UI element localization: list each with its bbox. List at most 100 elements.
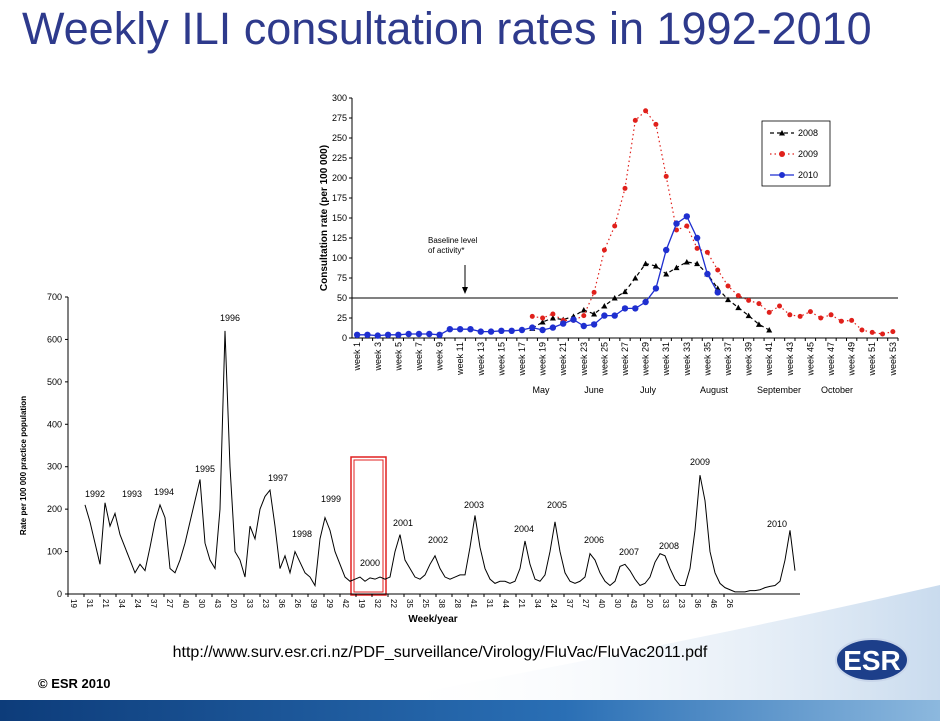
marker bbox=[653, 121, 659, 127]
marker bbox=[601, 247, 607, 253]
marker bbox=[559, 320, 567, 327]
y-tick-label: 50 bbox=[337, 293, 347, 303]
year-label: 1997 bbox=[268, 473, 288, 483]
marker bbox=[436, 331, 443, 338]
x-tick-label: 25 bbox=[421, 599, 430, 608]
marker bbox=[456, 326, 464, 333]
x-axis-label: Week/year bbox=[408, 614, 457, 625]
marker bbox=[364, 331, 371, 338]
marker bbox=[787, 312, 793, 318]
y-tick-label: 250 bbox=[332, 133, 347, 143]
y-tick-label: 300 bbox=[332, 93, 347, 103]
x-tick-label: 42 bbox=[341, 599, 350, 608]
marker bbox=[622, 185, 628, 191]
year-label: 1993 bbox=[122, 489, 142, 499]
x-tick-label: 20 bbox=[229, 599, 238, 608]
year-label: 2003 bbox=[464, 500, 484, 510]
marker bbox=[777, 303, 783, 309]
marker bbox=[384, 331, 392, 338]
x-tick-label: week 33 bbox=[682, 342, 692, 377]
x-tick-label: week 35 bbox=[702, 342, 712, 377]
x-tick-label: 29 bbox=[325, 599, 334, 608]
x-tick-label: week 5 bbox=[393, 342, 403, 372]
y-tick-label: 200 bbox=[47, 504, 62, 514]
y-tick-label: 700 bbox=[47, 292, 62, 302]
y-tick-label: 225 bbox=[332, 153, 347, 163]
y-tick-label: 75 bbox=[337, 273, 347, 283]
x-tick-label: 21 bbox=[517, 599, 526, 608]
marker bbox=[683, 213, 691, 220]
x-tick-label: 39 bbox=[309, 599, 318, 608]
y-tick-label: 100 bbox=[332, 253, 347, 263]
x-tick-label: 23 bbox=[677, 599, 686, 608]
baseline-label: Baseline level bbox=[428, 236, 478, 245]
x-tick-label: 44 bbox=[501, 599, 510, 608]
marker bbox=[643, 108, 649, 114]
marker bbox=[766, 309, 772, 315]
marker bbox=[674, 227, 680, 233]
month-label: October bbox=[821, 385, 853, 395]
y-tick-label: 500 bbox=[47, 377, 62, 387]
marker bbox=[663, 246, 670, 254]
marker bbox=[704, 249, 710, 255]
year-label: 2008 bbox=[659, 541, 679, 551]
marker bbox=[714, 289, 721, 296]
x-tick-label: week 41 bbox=[764, 342, 774, 377]
y-tick-label: 125 bbox=[332, 233, 347, 243]
marker bbox=[704, 270, 711, 278]
y-tick-label: 275 bbox=[332, 113, 347, 123]
marker bbox=[694, 260, 701, 267]
marker bbox=[745, 312, 752, 319]
marker bbox=[581, 313, 587, 319]
year-label: 2000 bbox=[360, 558, 380, 568]
x-tick-label: week 37 bbox=[723, 342, 733, 377]
copyright: © ESR 2010 bbox=[38, 676, 110, 691]
x-tick-label: week 11 bbox=[455, 342, 465, 376]
marker bbox=[477, 328, 484, 335]
year-label: 1998 bbox=[292, 529, 312, 539]
x-tick-label: week 47 bbox=[826, 342, 836, 377]
x-tick-label: week 9 bbox=[435, 342, 445, 372]
marker bbox=[426, 330, 433, 338]
highlight-box-inner bbox=[353, 459, 384, 593]
x-tick-label: week 7 bbox=[414, 342, 424, 372]
marker bbox=[797, 313, 803, 319]
y-tick-label: 400 bbox=[47, 419, 62, 429]
month-label: May bbox=[532, 385, 550, 395]
marker bbox=[518, 326, 526, 334]
marker bbox=[467, 326, 474, 333]
marker bbox=[715, 267, 721, 273]
legend-marker bbox=[779, 172, 785, 178]
x-tick-label: 33 bbox=[245, 599, 254, 608]
x-tick-label: week 53 bbox=[888, 342, 898, 377]
y-tick-label: 600 bbox=[47, 334, 62, 344]
marker bbox=[591, 289, 597, 295]
marker bbox=[766, 327, 773, 333]
x-tick-label: week 29 bbox=[641, 342, 651, 377]
x-tick-label: 23 bbox=[261, 599, 270, 608]
marker bbox=[508, 327, 515, 334]
marker bbox=[529, 313, 535, 319]
x-tick-label: 41 bbox=[469, 599, 478, 608]
year-label: 2009 bbox=[690, 457, 710, 467]
marker bbox=[849, 317, 855, 323]
legend-label: 2010 bbox=[798, 170, 818, 180]
x-tick-label: 31 bbox=[85, 599, 94, 608]
marker bbox=[746, 297, 752, 303]
x-tick-label: 28 bbox=[453, 599, 462, 608]
x-tick-label: week 49 bbox=[847, 342, 857, 377]
marker bbox=[621, 305, 629, 312]
x-tick-label: week 13 bbox=[476, 342, 486, 377]
series-line bbox=[84, 330, 796, 593]
marker bbox=[540, 315, 546, 321]
x-tick-label: 24 bbox=[549, 599, 558, 608]
x-tick-label: 26 bbox=[725, 599, 734, 608]
year-label: 2007 bbox=[619, 547, 639, 557]
marker bbox=[446, 326, 454, 333]
marker bbox=[755, 321, 762, 327]
footer-band bbox=[0, 700, 940, 721]
month-label: September bbox=[757, 385, 801, 395]
marker bbox=[880, 331, 886, 337]
swoosh bbox=[380, 585, 940, 700]
y-axis-label: Consultation rate (per 100 000) bbox=[319, 145, 330, 291]
